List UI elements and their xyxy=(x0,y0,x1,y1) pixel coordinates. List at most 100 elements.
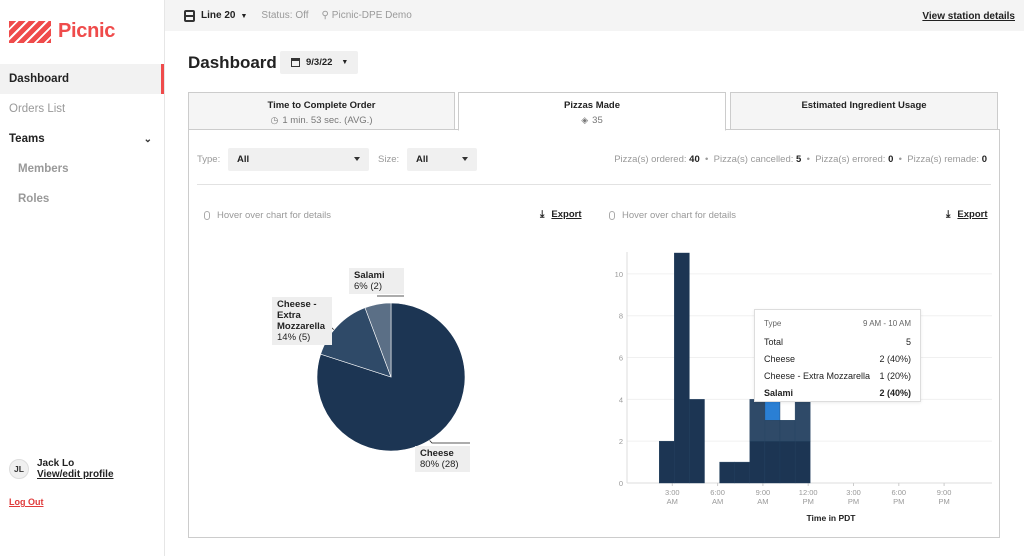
tab-title: Time to Complete Order xyxy=(267,100,376,111)
x-tick-label: PM xyxy=(893,497,904,506)
sidebar-item-label: Members xyxy=(18,163,69,175)
bar-segment-cheese[interactable] xyxy=(749,440,766,484)
download-icon: ⤓ xyxy=(540,209,545,220)
tooltip-row-value: 2 (40%) xyxy=(879,353,911,364)
pizza-icon: ◈ xyxy=(581,115,589,125)
logo-mark-icon xyxy=(9,20,51,43)
logo-text: Picnic xyxy=(58,20,116,42)
view-station-details-link[interactable]: View station details xyxy=(922,11,1015,22)
x-tick-label: PM xyxy=(938,497,949,506)
app-logo[interactable]: Picnic xyxy=(9,20,115,43)
bar-segment-cheese[interactable] xyxy=(719,461,735,484)
slice-value: 80% (28) xyxy=(420,459,459,470)
bar-segment-mozz[interactable] xyxy=(764,420,781,442)
tab-title: Pizzas Made xyxy=(564,100,620,111)
bar-segment-cheese[interactable] xyxy=(764,440,781,484)
calendar-icon xyxy=(291,58,300,67)
line-selector[interactable]: Line 20 ▼ xyxy=(201,10,247,21)
tooltip-row: Cheese 2 (40%) xyxy=(764,350,911,367)
tooltip-row: Cheese - Extra Mozzarella 1 (20%) xyxy=(764,367,911,384)
remade-count: 0 xyxy=(981,154,987,165)
view-profile-link[interactable]: View/edit profile xyxy=(37,469,114,480)
tooltip-range: 9 AM - 10 AM xyxy=(862,319,911,328)
bar-segment-cheese[interactable] xyxy=(734,461,750,484)
bar-segment-mozz[interactable] xyxy=(794,399,811,442)
tooltip-row-label: Salami xyxy=(764,387,794,398)
caret-down-icon xyxy=(462,157,468,161)
slice-name: Cheese xyxy=(420,448,454,459)
type-select[interactable]: All xyxy=(228,148,369,171)
sidebar-item-teams[interactable]: Teams ⌄ xyxy=(0,124,164,154)
sidebar-item-label: Orders List xyxy=(9,103,66,115)
y-tick-label: 8 xyxy=(619,312,623,321)
y-tick-label: 4 xyxy=(619,395,623,404)
date-value: 9/3/22 xyxy=(306,57,333,68)
sidebar-item-roles[interactable]: Roles xyxy=(0,184,164,214)
tooltip-row-label: Total xyxy=(764,336,784,347)
tooltip-row-label: Cheese xyxy=(764,353,796,364)
pizza-counts: Pizza(s) ordered: 40 • Pizza(s) cancelle… xyxy=(614,154,987,165)
bar-segment-cheese[interactable] xyxy=(659,440,675,484)
bar-segment-cheese[interactable] xyxy=(689,399,705,484)
caret-down-icon: ▼ xyxy=(341,59,349,66)
x-tick-label: AM xyxy=(757,497,768,506)
tooltip-row: Salami 2 (40%) xyxy=(764,384,911,401)
x-axis-label: Time in PDT xyxy=(807,513,857,523)
cancelled-count: 5 xyxy=(796,154,802,165)
errored-count: 0 xyxy=(888,154,894,165)
bar-segment-cheese[interactable] xyxy=(794,440,811,484)
y-tick-label: 2 xyxy=(619,437,623,446)
pie-slice-cheese-extra-mozzarella[interactable] xyxy=(320,307,392,378)
remade-label: Pizza(s) remade: xyxy=(907,154,980,165)
ordered-count: 40 xyxy=(689,154,700,165)
tab-pizzas-made[interactable]: Pizzas Made ◈ 35 xyxy=(458,92,726,131)
user-name: Jack Lo xyxy=(37,458,75,469)
sidebar-item-orders-list[interactable]: Orders List xyxy=(0,94,164,124)
tooltip-row-value: 5 xyxy=(905,336,911,347)
pie-slice-salami[interactable] xyxy=(364,302,392,378)
bar-segment-mozz[interactable] xyxy=(749,399,766,442)
bar-segment-cheese[interactable] xyxy=(674,252,690,484)
bar-chart[interactable]: 02468103:00AM6:00AM9:00AM12:00PM3:00PM6:… xyxy=(600,240,1000,530)
export-label: Export xyxy=(551,209,582,220)
size-select-value: All xyxy=(416,154,429,165)
bar-segment-cheese[interactable] xyxy=(779,440,796,484)
tab-title: Estimated Ingredient Usage xyxy=(801,100,927,111)
pie-label-salami: Salami 6% (2) xyxy=(349,268,404,294)
caret-down-icon xyxy=(354,157,360,161)
location-pin-icon: ⚲ xyxy=(321,10,329,21)
tooltip-type-label: Type xyxy=(764,319,782,328)
x-tick-label: 6:00 xyxy=(710,488,725,497)
y-tick-label: 6 xyxy=(619,354,623,363)
slice-name: Salami xyxy=(354,270,385,281)
y-tick-label: 10 xyxy=(615,270,623,279)
bus-icon xyxy=(184,9,195,22)
ordered-label: Pizza(s) ordered: xyxy=(614,154,687,165)
x-tick-label: AM xyxy=(712,497,723,506)
pie-hover-note: Hover over chart for details xyxy=(204,210,331,221)
chart-tooltip: Type 9 AM - 10 AM Total 5 Cheese 2 (40%) C… xyxy=(754,309,921,402)
logout-link[interactable]: Log Out xyxy=(9,497,44,507)
sidebar-item-members[interactable]: Members xyxy=(0,154,164,184)
caret-down-icon: ▼ xyxy=(240,13,248,20)
cancelled-label: Pizza(s) cancelled: xyxy=(713,154,794,165)
line-label: Line 20 xyxy=(201,10,236,21)
sidebar-item-label: Dashboard xyxy=(9,73,70,85)
chevron-down-icon: ⌄ xyxy=(143,133,152,145)
x-tick-label: 9:00 xyxy=(756,488,771,497)
mouse-icon xyxy=(204,211,210,220)
date-picker-button[interactable]: 9/3/22 ▼ xyxy=(280,51,358,74)
bar-segment-mozz[interactable] xyxy=(779,420,796,442)
tooltip-row: Total 5 xyxy=(764,333,911,350)
pie-export-button[interactable]: ⤓ Export xyxy=(540,209,582,220)
slice-value: 14% (5) xyxy=(277,332,311,343)
sidebar-item-dashboard[interactable]: Dashboard xyxy=(0,64,164,94)
user-profile: JL Jack Lo View/edit profile xyxy=(9,458,114,480)
sidebar-item-label: Teams xyxy=(9,133,45,145)
tab-value: 35 xyxy=(592,115,603,126)
bar-export-button[interactable]: ⤓ Export xyxy=(946,209,988,220)
x-tick-label: 12:00 xyxy=(799,488,818,497)
type-filter-label: Type: xyxy=(197,154,221,165)
size-select[interactable]: All xyxy=(407,148,477,171)
